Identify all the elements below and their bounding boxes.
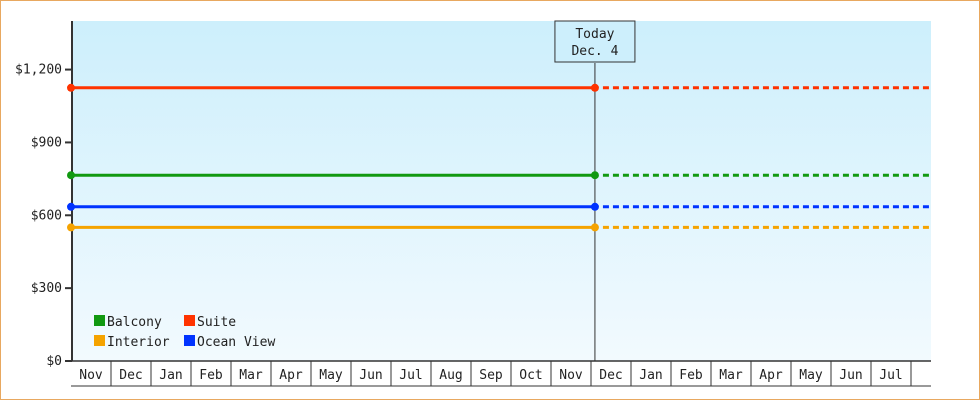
data-point-interior xyxy=(67,223,75,232)
today-label: Today xyxy=(575,27,614,42)
x-tick-label: Jan xyxy=(639,368,662,383)
data-point-ocean-view xyxy=(590,202,599,211)
x-tick-label: Nov xyxy=(559,368,583,383)
x-tick-label: Feb xyxy=(679,368,703,383)
x-tick-label: Oct xyxy=(519,368,542,383)
legend-label: Ocean View xyxy=(197,335,275,350)
x-tick-label: Mar xyxy=(239,368,263,383)
x-tick-label: Jan xyxy=(159,368,182,383)
data-point-ocean-view xyxy=(67,202,75,211)
data-point-suite xyxy=(67,83,75,92)
x-tick-label: Dec xyxy=(119,368,142,383)
data-point-balcony xyxy=(67,171,75,180)
legend-label: Suite xyxy=(197,315,236,330)
y-tick-label: $600 xyxy=(31,208,62,223)
y-tick-label: $900 xyxy=(31,135,62,150)
x-tick-label: Jul xyxy=(879,368,902,383)
data-point-balcony xyxy=(590,171,599,180)
x-tick-label: Nov xyxy=(79,368,103,383)
x-tick-label: Jun xyxy=(839,368,862,383)
legend-label: Balcony xyxy=(107,315,162,330)
x-tick-label: Aug xyxy=(439,368,462,383)
today-date: Dec. 4 xyxy=(571,44,618,59)
x-tick-label: May xyxy=(799,368,823,383)
data-point-suite xyxy=(590,83,599,92)
x-tick-label: Apr xyxy=(759,368,783,383)
x-tick-label: Jun xyxy=(359,368,382,383)
plot-area xyxy=(72,21,931,361)
legend-label: Interior xyxy=(107,335,170,350)
x-tick-label: Mar xyxy=(719,368,743,383)
x-tick-label: Dec xyxy=(599,368,622,383)
legend-swatch xyxy=(184,315,195,326)
x-tick-label: Sep xyxy=(479,368,503,383)
x-tick-label: May xyxy=(319,368,343,383)
legend-swatch xyxy=(94,315,105,326)
y-tick-label: $0 xyxy=(46,354,62,369)
x-tick-label: Apr xyxy=(279,368,303,383)
legend-swatch xyxy=(94,335,105,346)
y-tick-label: $300 xyxy=(31,281,62,296)
x-tick-label: Jul xyxy=(399,368,422,383)
y-tick-label: $1,200 xyxy=(15,63,62,78)
legend-swatch xyxy=(184,335,195,346)
today-box xyxy=(554,20,636,63)
x-tick-label: Feb xyxy=(199,368,223,383)
data-point-interior xyxy=(590,223,599,232)
